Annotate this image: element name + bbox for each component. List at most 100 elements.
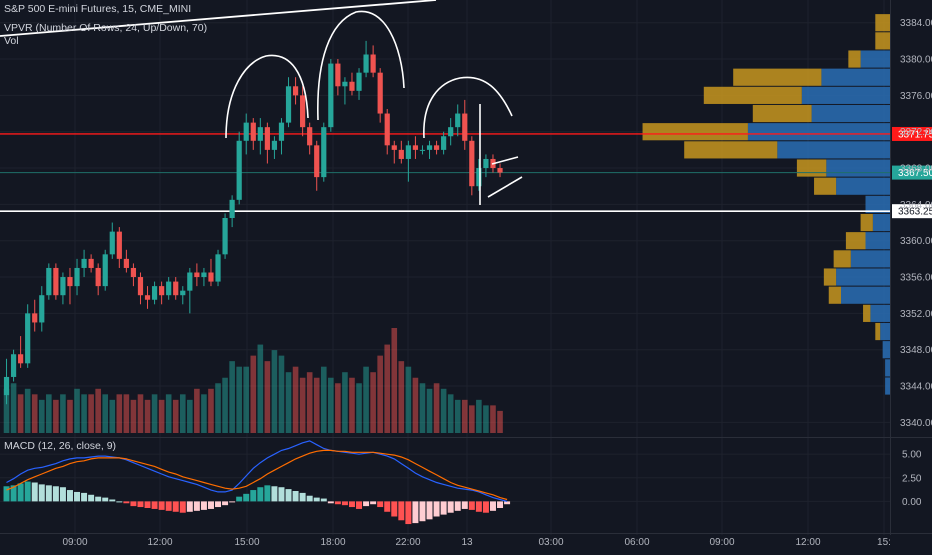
macd-line (6, 440, 508, 502)
price-level-label-bg (892, 126, 932, 141)
macd-histogram-bar (327, 501, 334, 504)
candle-body (356, 72, 362, 91)
volume-profile (642, 14, 890, 395)
trend-line-top (0, 0, 437, 37)
macd-histogram-bar (66, 490, 73, 502)
macd-legend[interactable]: MACD (12, 26, close, 9) (4, 440, 117, 452)
price-tick-label: 3348.00 (900, 345, 932, 356)
macd-histogram-bar (151, 501, 158, 509)
volume-bar (257, 344, 264, 433)
macd-histogram-bar (116, 501, 123, 503)
candle-body (314, 145, 320, 178)
price-level-label-bg (892, 204, 932, 219)
volume-bar (320, 366, 327, 433)
macd-histogram-bar (102, 497, 109, 502)
candle-body (335, 63, 341, 87)
time-tick-label: 06:00 (624, 537, 649, 548)
macd-histogram-bar (398, 501, 405, 521)
candle-body (419, 149, 426, 151)
candle-body (173, 281, 179, 296)
candle-body (342, 81, 348, 87)
volume-bar (271, 350, 278, 433)
time-tick-label: 18:00 (320, 537, 345, 548)
macd-histogram-bar (313, 497, 320, 502)
volume-bar (461, 399, 468, 433)
candle-body (278, 122, 285, 141)
candle-body (264, 127, 270, 150)
volume-bar (158, 399, 165, 433)
volume-bar (187, 399, 193, 433)
candle-body (123, 258, 129, 268)
candle-body (53, 267, 59, 296)
time-tick-label: 12:00 (795, 537, 820, 548)
volume-bars (3, 328, 503, 433)
candle-body (95, 267, 101, 287)
volume-bar (81, 394, 87, 433)
candle-body (412, 145, 419, 150)
macd-histogram-bar (236, 496, 243, 502)
volume-bar (31, 394, 38, 433)
candle-body (18, 354, 24, 364)
price-level-label: 3363.25 (898, 207, 932, 218)
candle-body (222, 218, 228, 255)
volume-bar (137, 394, 144, 433)
candle-body (441, 136, 447, 150)
candle-body (236, 140, 242, 200)
volume-bar (179, 394, 186, 433)
vpvr-down-bar (752, 104, 812, 123)
macd-histogram-bar (81, 492, 88, 502)
volume-bar (74, 388, 80, 433)
flag-top (491, 156, 519, 165)
volume-bar (342, 372, 348, 433)
macd-histogram-bar (341, 501, 348, 506)
candle-body (25, 313, 31, 364)
macd-histogram-bar (130, 501, 137, 507)
vpvr-up-bar (882, 341, 890, 359)
candle-body (391, 145, 397, 150)
macd-histogram-bar (74, 491, 81, 502)
volume-bar (222, 377, 228, 433)
volume-bar (483, 405, 489, 433)
vpvr-up-bar (841, 286, 890, 304)
price-tick-label: 3352.00 (900, 309, 932, 320)
vpvr-down-bar (848, 50, 861, 68)
candle-body (187, 272, 193, 291)
volume-bar (433, 383, 440, 433)
symbol-title[interactable]: S&P 500 E-mini Futures, 15, CME_MINI (4, 3, 192, 15)
candle-body (462, 113, 468, 141)
candle-body (257, 127, 263, 141)
candle-body (144, 295, 151, 300)
vpvr-up-bar (870, 304, 890, 322)
volume-bar (405, 366, 412, 433)
macd-histogram-bar (137, 501, 144, 508)
candlesticks (3, 40, 503, 405)
candle-body (10, 354, 17, 377)
volume-bar (109, 399, 116, 433)
macd-histogram-bar (158, 501, 165, 510)
vpvr-down-bar (733, 68, 822, 86)
volume-legend[interactable]: Vol (4, 35, 19, 47)
vpvr-down-bar (796, 159, 827, 177)
volume-bar (363, 366, 369, 433)
candle-body (370, 54, 376, 73)
vpvr-down-bar (703, 86, 802, 104)
candle-body (398, 149, 404, 159)
vpvr-legend[interactable]: VPVR (Number Of Rows, 24, Up/Down, 70) (4, 22, 208, 34)
volume-bar (349, 377, 355, 433)
volume-bar (335, 383, 341, 433)
volume-bar (67, 399, 73, 433)
time-tick-label: 15:00 (234, 537, 259, 548)
volume-bar (123, 394, 130, 433)
volume-bar (476, 399, 482, 433)
vpvr-up-bar (860, 50, 890, 68)
macd-histogram-bar (193, 501, 200, 511)
price-tick-label: 3372.00 (900, 127, 932, 138)
macd-histogram-bar (271, 486, 278, 502)
candle-body (151, 286, 158, 300)
vpvr-up-bar (850, 250, 890, 268)
candle-body (32, 313, 38, 323)
volume-bar (194, 388, 200, 433)
candle-body (433, 145, 440, 150)
